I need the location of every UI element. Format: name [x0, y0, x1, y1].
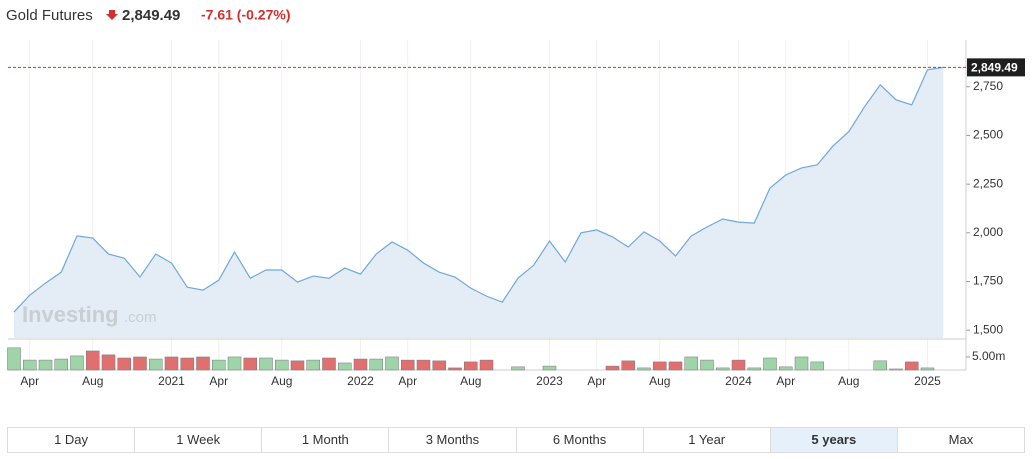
range-button[interactable]: 5 years — [770, 428, 898, 452]
volume-bar — [621, 360, 635, 371]
x-tick-label: 2021 — [158, 374, 185, 388]
x-tick-label: Apr — [398, 374, 417, 388]
x-tick-label: Aug — [649, 374, 670, 388]
x-tick-label: Aug — [82, 374, 103, 388]
y-tick-label: 1,500 — [973, 322, 1003, 336]
title: Gold Futures — [6, 7, 93, 24]
x-tick-label: Aug — [271, 374, 292, 388]
y-tick-label: 2,750 — [973, 79, 1003, 93]
x-tick-label: Aug — [838, 374, 859, 388]
price-badge-label: 2,849.49 — [971, 61, 1018, 75]
volume-bar — [920, 367, 935, 371]
volume-bar — [731, 359, 746, 371]
volume-bar — [542, 365, 557, 371]
y-tick-label: 5.00m — [972, 349, 1005, 363]
volume-bar — [511, 366, 525, 371]
volume-bar — [322, 357, 336, 371]
x-tick-label: Apr — [20, 374, 39, 388]
volume-bar — [605, 365, 620, 371]
volume-bar — [338, 362, 352, 371]
volume-bar — [810, 361, 824, 371]
price: 2,849.49 — [122, 7, 180, 24]
down-arrow — [106, 10, 118, 20]
range-button[interactable]: 1 Month — [262, 428, 390, 452]
x-tick-label: 2023 — [536, 374, 563, 388]
volume-bar — [716, 367, 730, 371]
volume-bar — [747, 367, 761, 371]
volume-bar — [243, 357, 257, 371]
volume-bar — [653, 361, 667, 371]
x-tick-label: 2022 — [347, 374, 374, 388]
volume-bar — [479, 359, 494, 371]
volume-bar — [290, 360, 305, 371]
x-tick-label: Apr — [587, 374, 606, 388]
volume-bar — [7, 347, 21, 371]
volume-bar — [700, 359, 714, 371]
range-button[interactable]: 1 Year — [644, 428, 771, 452]
volume-bar — [227, 356, 242, 371]
volume-bar — [637, 367, 651, 371]
volume-bar — [448, 367, 462, 371]
range-button[interactable]: Max — [948, 432, 974, 447]
y-tick-label: 2,500 — [973, 128, 1003, 142]
volume-bar — [369, 358, 383, 371]
x-tick-label: Aug — [460, 374, 481, 388]
volume-bar — [306, 359, 320, 371]
volume-bar — [668, 361, 683, 371]
volume-bar — [889, 368, 903, 371]
area-fill — [14, 67, 944, 339]
x-tick-label: Apr — [776, 374, 795, 388]
volume-bar — [873, 360, 887, 371]
volume-bar — [86, 350, 100, 371]
volume-bar — [133, 356, 147, 371]
volume-bar — [117, 357, 131, 371]
x-tick-label: 2025 — [914, 374, 941, 388]
volume-bar — [464, 361, 478, 371]
x-tick-label: Apr — [209, 374, 228, 388]
volume-bar — [54, 358, 68, 371]
price-badge — [967, 58, 1025, 77]
volume-bar — [779, 366, 793, 371]
watermark: Investing — [22, 302, 119, 327]
volume-bar — [70, 355, 84, 371]
volume-bar — [353, 358, 368, 371]
chart: Gold Futures 2,849.49 -7.61 (-0.27%) Inv… — [6, 7, 1025, 388]
range-button[interactable]: 3 Months — [389, 428, 517, 452]
volume-bar — [23, 359, 37, 371]
volume-bar — [196, 356, 210, 371]
volume-bar — [212, 359, 226, 371]
y-tick-label: 2,250 — [973, 176, 1003, 190]
watermark-suffix: .com — [124, 309, 157, 326]
price-line — [13, 66, 944, 313]
y-tick-label: 1,750 — [973, 274, 1003, 288]
range-button[interactable]: 6 Months — [517, 428, 644, 452]
volume-bar — [180, 357, 194, 371]
y-tick-label: 2,000 — [973, 225, 1003, 239]
volume-bar — [794, 356, 809, 371]
volume-bar — [275, 359, 289, 371]
change: -7.61 (-0.27%) — [201, 7, 290, 23]
range-button[interactable]: 1 Day — [8, 428, 136, 452]
volume-bar — [763, 357, 777, 371]
volume-bar — [101, 354, 116, 371]
volume-bar — [432, 360, 446, 371]
volume-bar — [684, 356, 698, 371]
volume-bar — [164, 356, 179, 371]
volume-bar — [385, 356, 399, 371]
volume-bar — [401, 359, 415, 371]
volume-bar — [416, 359, 431, 371]
volume-bar — [38, 359, 53, 371]
volume-bar — [259, 357, 273, 371]
range-buttons: 1 Day 1 Week 1 Month 3 Months 6 Months 1 Year… — [7, 427, 1025, 453]
volume-bar — [149, 358, 163, 371]
x-tick-label: 2024 — [725, 374, 752, 388]
range-button[interactable]: 1 Week — [135, 428, 263, 452]
volume-bar — [905, 361, 919, 371]
